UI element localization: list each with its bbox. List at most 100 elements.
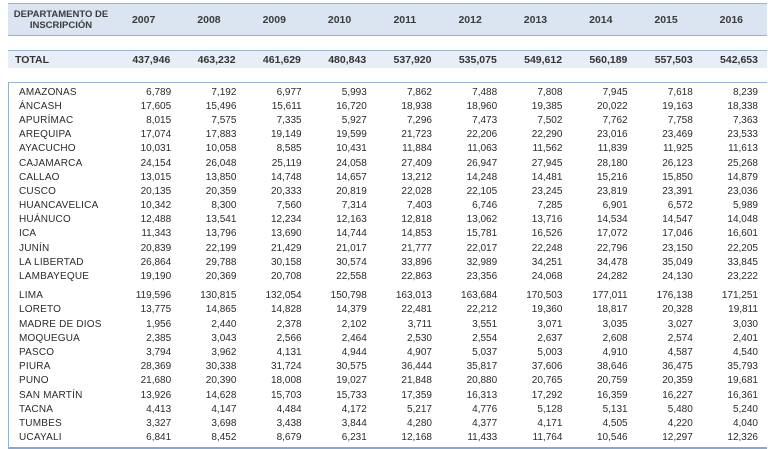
inscription-by-department-table: DEPARTAMENTO DE INSCRIPCIÓN 2007 2008 2009…: [8, 3, 767, 449]
value-cell: 20,819: [336, 185, 367, 197]
value-cell: 13,775: [140, 304, 172, 316]
value-cell: 7,314: [341, 200, 367, 212]
value-cell: 23,150: [662, 242, 693, 254]
value-cell: 2,385: [146, 332, 172, 344]
value-cell: 6,841: [146, 432, 172, 444]
table-row: AYACUCHO 10,031 10,058 8,585 10,431 11,884 11,…: [9, 142, 767, 156]
table-row: APURÍMAC 8,015 7,575 7,335 5,927 7,296 7,473 7,…: [9, 113, 767, 127]
value-cell: 17,605: [140, 100, 172, 112]
total-value-cell: 461,629: [262, 53, 301, 66]
value-cell: 13,716: [531, 214, 563, 226]
table-row: LA LIBERTAD 26,864 29,788 30,158 30,574 33,89…: [9, 255, 767, 269]
value-cell: 22,796: [597, 242, 628, 254]
value-cell: 27,409: [401, 157, 432, 169]
value-cell: 15,703: [271, 389, 302, 401]
department-name-cell: AYACUCHO: [19, 143, 76, 155]
value-cell: 24,068: [531, 271, 563, 283]
value-cell: 4,413: [146, 403, 172, 415]
value-cell: 21,429: [271, 242, 302, 254]
department-name-cell: MADRE DE DIOS: [19, 318, 102, 330]
value-cell: 14,657: [336, 171, 367, 183]
table-row: PIURA 28,369 30,338 31,724 30,575 36,444 35,81…: [9, 360, 767, 374]
column-header-year: 2009: [262, 13, 286, 26]
value-cell: 13,015: [140, 171, 172, 183]
value-cell: 12,488: [140, 214, 172, 226]
value-cell: 20,708: [271, 271, 302, 283]
total-value-cell: 537,920: [393, 53, 432, 66]
value-cell: 21,723: [401, 129, 432, 141]
value-cell: 4,172: [341, 403, 367, 415]
value-cell: 14,879: [727, 171, 758, 183]
value-cell: 21,680: [140, 375, 172, 387]
value-cell: 7,945: [602, 86, 628, 98]
value-cell: 3,844: [341, 417, 367, 429]
value-cell: 26,048: [205, 157, 237, 169]
total-value-cell: 437,946: [132, 53, 171, 66]
value-cell: 8,015: [146, 114, 172, 126]
value-cell: 28,369: [140, 361, 172, 373]
value-cell: 17,883: [205, 129, 237, 141]
value-cell: 22,558: [336, 271, 367, 283]
value-cell: 14,547: [662, 214, 693, 226]
value-cell: 18,938: [401, 100, 432, 112]
value-cell: 30,574: [336, 256, 367, 268]
value-cell: 7,192: [211, 86, 237, 98]
value-cell: 14,744: [336, 228, 367, 240]
value-cell: 18,008: [271, 375, 302, 387]
value-cell: 10,058: [205, 143, 237, 155]
value-cell: 4,484: [276, 403, 302, 415]
value-cell: 3,027: [667, 318, 693, 330]
table-row: AMAZONAS 6,789 7,192 6,977 5,993 7,862 7,488 7,…: [9, 85, 767, 99]
value-cell: 16,720: [336, 100, 367, 112]
value-cell: 22,290: [531, 129, 563, 141]
value-cell: 14,534: [597, 214, 628, 226]
value-cell: 7,808: [537, 86, 563, 98]
column-header-departamento-de-inscripcion: DEPARTAMENTO DE INSCRIPCIÓN: [13, 8, 109, 31]
value-cell: 163,684: [461, 290, 498, 302]
department-name-cell: ICA: [19, 228, 37, 240]
value-cell: 4,587: [667, 346, 693, 358]
table-row: CAJAMARCA 24,154 26,048 25,119 24,058 27,409 2…: [9, 156, 767, 170]
value-cell: 5,993: [341, 86, 367, 98]
table-row: MOQUEGUA 2,385 3,043 2,566 2,464 2,530 2,554 2,…: [9, 331, 767, 345]
table-row: UCAYALI 6,841 8,452 8,679 6,231 12,168 11,433 1…: [9, 431, 767, 445]
value-cell: 7,862: [406, 86, 432, 98]
department-name-cell: AMAZONAS: [19, 86, 77, 98]
value-cell: 5,003: [537, 346, 563, 358]
value-cell: 4,907: [406, 346, 432, 358]
value-cell: 12,168: [401, 432, 432, 444]
value-cell: 20,759: [597, 375, 628, 387]
value-cell: 35,793: [727, 361, 758, 373]
total-value-cell: 542,653: [720, 53, 758, 66]
table-row: JUNÍN 20,839 22,199 21,429 21,017 21,777 22,01…: [9, 241, 767, 255]
value-cell: 35,817: [466, 361, 498, 373]
value-cell: 16,526: [531, 228, 563, 240]
value-cell: 20,359: [205, 185, 237, 197]
value-cell: 7,335: [276, 114, 302, 126]
value-cell: 5,217: [406, 403, 432, 415]
value-cell: 23,016: [597, 129, 628, 141]
value-cell: 8,300: [211, 200, 237, 212]
column-header-year: 2010: [327, 13, 352, 26]
value-cell: 19,163: [662, 100, 693, 112]
value-cell: 4,540: [732, 346, 758, 358]
value-cell: 2,566: [276, 332, 302, 344]
value-cell: 2,608: [602, 332, 628, 344]
value-cell: 19,681: [727, 375, 758, 387]
value-cell: 30,338: [205, 361, 237, 373]
table-row: TACNA 4,413 4,147 4,484 4,172 5,217 4,776 5,128…: [9, 402, 767, 416]
value-cell: 22,248: [531, 242, 563, 254]
value-cell: 21,848: [401, 375, 432, 387]
value-cell: 36,475: [662, 361, 693, 373]
value-cell: 4,131: [276, 346, 302, 358]
value-cell: 20,333: [271, 185, 302, 197]
value-cell: 11,839: [597, 143, 628, 155]
value-cell: 24,058: [336, 157, 367, 169]
value-cell: 5,240: [732, 403, 758, 415]
value-cell: 17,046: [662, 228, 693, 240]
value-cell: 20,328: [662, 304, 693, 316]
value-cell: 6,231: [341, 432, 367, 444]
value-cell: 10,431: [336, 143, 367, 155]
value-cell: 5,927: [341, 114, 367, 126]
value-cell: 29,788: [205, 256, 237, 268]
